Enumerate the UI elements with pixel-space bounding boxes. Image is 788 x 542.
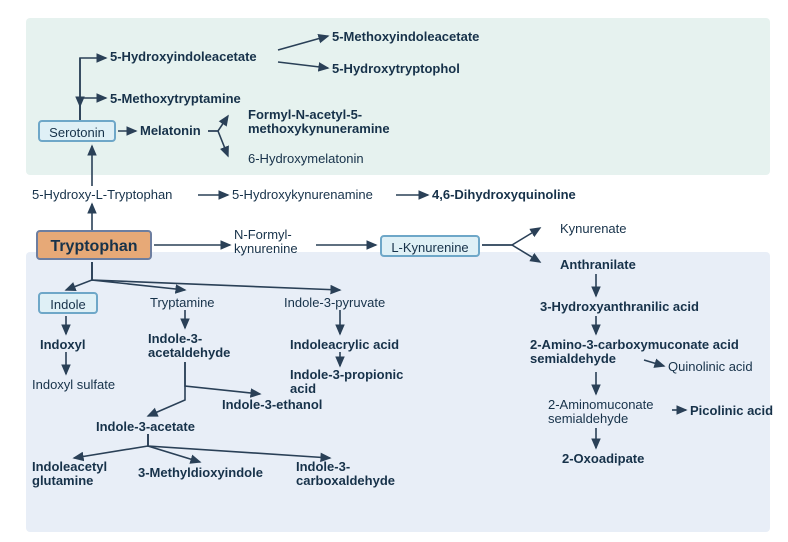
- node-quinolinic-acid: Quinolinic acid: [668, 360, 753, 374]
- node-anthranilate: Anthranilate: [560, 258, 636, 272]
- node-indole-3-pyruvate: Indole-3-pyruvate: [284, 296, 385, 310]
- node-5-hydroxytryptophol: 5-Hydroxytryptophol: [332, 62, 460, 76]
- node-5-hydroxyindoleacetate: 5-Hydroxyindoleacetate: [110, 50, 257, 64]
- node-indole-3-propionic: Indole-3-propionic acid: [290, 368, 430, 397]
- node-indole-3-carboxaldehyde: Indole-3- carboxaldehyde: [296, 460, 406, 489]
- node-2-oxoadipate: 2-Oxoadipate: [562, 452, 644, 466]
- node-indole-3-acetaldehyde: Indole-3- acetaldehyde: [148, 332, 248, 361]
- node-formyl-n-acetyl: Formyl-N-acetyl-5- methoxykynuneramine: [248, 108, 428, 137]
- node-2-aminomuconate: 2-Aminomuconate semialdehyde: [548, 398, 678, 427]
- node-indoxyl: Indoxyl: [40, 338, 86, 352]
- node-indoleacetyl-glutamine: Indoleacetyl glutamine: [32, 460, 122, 489]
- node-melatonin: Melatonin: [140, 124, 201, 138]
- node-4-6-dihydroxyquinoline: 4,6-Dihydroxyquinoline: [432, 188, 576, 202]
- node-indole-3-acetate: Indole-3-acetate: [96, 420, 195, 434]
- node-6-hydroxymelatonin: 6-Hydroxymelatonin: [248, 152, 364, 166]
- node-picolinic-acid: Picolinic acid: [690, 404, 773, 418]
- node-indoxyl-sulfate: Indoxyl sulfate: [32, 378, 115, 392]
- node-indole: Indole: [38, 292, 98, 314]
- node-kynurenate: Kynurenate: [560, 222, 627, 236]
- node-serotonin: Serotonin: [38, 120, 116, 142]
- node-l-kynurenine: L-Kynurenine: [380, 235, 480, 257]
- node-5-methoxytryptamine: 5-Methoxytryptamine: [110, 92, 241, 106]
- node-5-methoxyindoleacetate: 5-Methoxyindoleacetate: [332, 30, 479, 44]
- node-tryptamine: Tryptamine: [150, 296, 215, 310]
- node-tryptophan: Tryptophan: [36, 230, 152, 260]
- node-indoleacrylic-acid: Indoleacrylic acid: [290, 338, 399, 352]
- node-5-hydroxykynurenamine: 5-Hydroxykynurenamine: [232, 188, 373, 202]
- node-5-hydroxy-l-tryptophan: 5-Hydroxy-L-Tryptophan: [32, 188, 172, 202]
- node-n-formyl-kynurenine: N-Formyl- kynurenine: [234, 228, 324, 257]
- node-indole-3-ethanol: Indole-3-ethanol: [222, 398, 322, 412]
- node-3-hydroxyanthranilic: 3-Hydroxyanthranilic acid: [540, 300, 699, 314]
- node-3-methyldioxyindole: 3-Methyldioxyindole: [138, 466, 263, 480]
